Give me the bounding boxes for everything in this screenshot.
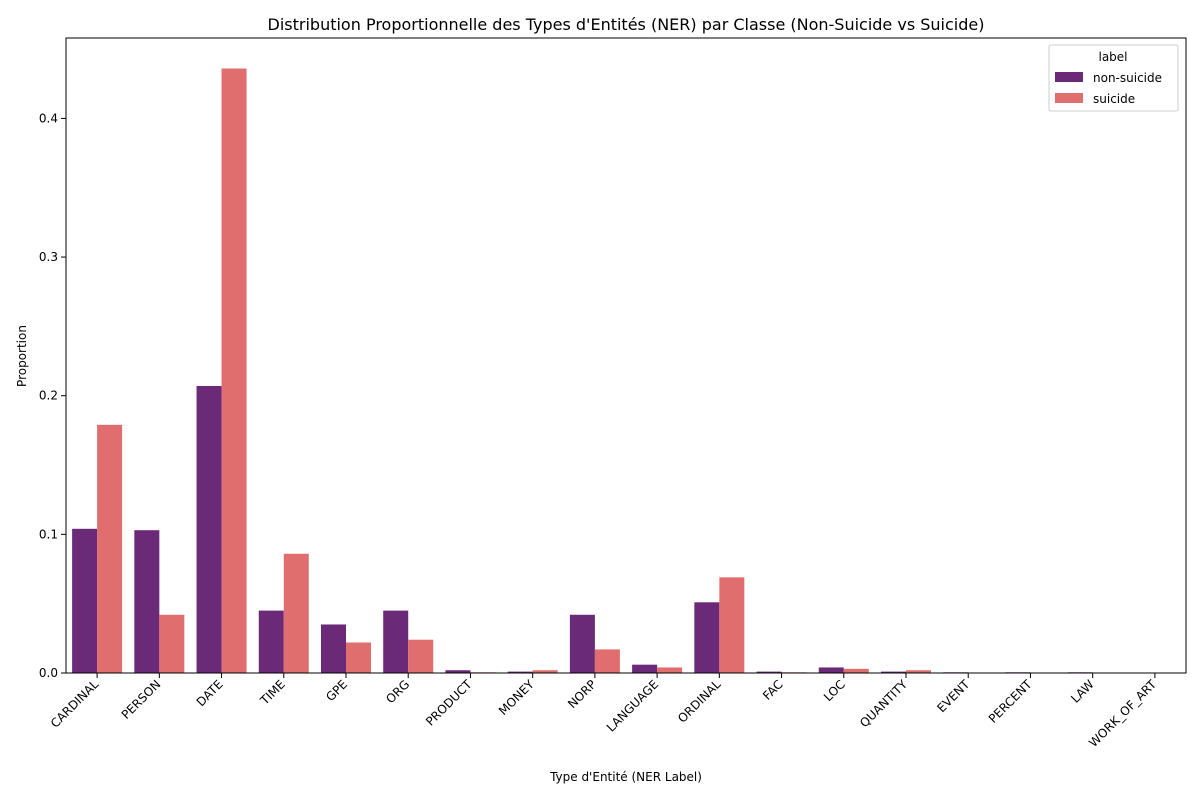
x-tick-label-org: ORG	[383, 677, 412, 706]
legend-label-suicide: suicide	[1093, 92, 1135, 106]
bar-suicide-person	[159, 614, 185, 673]
bar-suicide-norp	[594, 649, 620, 673]
x-tick-label-date: DATE	[194, 677, 226, 709]
bar-suicide-time	[283, 553, 309, 673]
x-axis-title: Type d'Entité (NER Label)	[549, 770, 702, 784]
x-tick-label-person: PERSON	[119, 677, 164, 722]
legend-swatch-non-suicide	[1055, 72, 1083, 82]
bar-non-suicide-money	[507, 671, 533, 673]
legend: label non-suicide suicide	[1048, 44, 1179, 112]
y-tick-label: 0.1	[39, 527, 58, 541]
y-tick-label: 0.4	[39, 111, 58, 125]
y-axis-title: Proportion	[15, 325, 29, 387]
bar-suicide-ordinal	[719, 577, 745, 673]
x-tick-label-percent: PERCENT	[986, 677, 1035, 726]
bar-non-suicide-gpe	[321, 624, 346, 673]
bar-suicide-money	[532, 670, 558, 673]
bar-suicide-language	[657, 667, 683, 673]
x-tick-label-money: MONEY	[496, 677, 537, 718]
x-tick-label-time: TIME	[257, 677, 288, 708]
bar-suicide-quantity	[906, 670, 931, 673]
bar-non-suicide-time	[258, 610, 284, 673]
y-tick-label: 0.2	[39, 389, 58, 403]
bar-non-suicide-person	[134, 530, 160, 673]
bar-suicide-date	[221, 68, 247, 673]
chart-title: Distribution Proportionnelle des Types d…	[268, 15, 985, 34]
bar-non-suicide-date	[196, 386, 222, 673]
legend-label-non-suicide: non-suicide	[1093, 71, 1162, 85]
plot-frame	[65, 37, 1187, 674]
bar-suicide-gpe	[346, 642, 371, 673]
y-tick-label: 0.0	[39, 666, 58, 680]
bar-non-suicide-cardinal	[72, 528, 98, 673]
x-tick-label-event: EVENT	[934, 677, 972, 715]
bar-non-suicide-language	[632, 664, 658, 673]
x-axis: CARDINAL PERSON DATE TIME GPE ORG PRODUCT MONEY…	[48, 673, 1159, 750]
legend-title: label	[1098, 50, 1127, 64]
x-tick-label-law: LAW	[1068, 677, 1097, 706]
bar-non-suicide-fac	[756, 671, 782, 673]
x-tick-label-norp: NORP	[565, 677, 599, 711]
bar-non-suicide-product	[445, 670, 471, 673]
y-axis: 0.0 0.1 0.2 0.3 0.4	[39, 111, 66, 680]
bar-non-suicide-loc	[818, 667, 844, 673]
legend-swatch-suicide	[1055, 93, 1083, 103]
bar-non-suicide-ordinal	[694, 602, 720, 673]
bar-suicide-loc	[843, 668, 869, 673]
x-tick-label-product: PRODUCT	[423, 677, 475, 729]
x-tick-label-gpe: GPE	[323, 677, 350, 704]
x-tick-label-work_of_art: WORK_OF_ART	[1086, 677, 1159, 750]
x-tick-label-fac: FAC	[760, 677, 786, 703]
y-tick-label: 0.3	[39, 250, 58, 264]
bar-non-suicide-quantity	[881, 671, 906, 673]
bar-suicide-org	[408, 639, 434, 673]
bars	[72, 68, 1093, 673]
x-tick-label-quantity: QUANTITY	[857, 677, 910, 730]
x-tick-label-ordinal: ORDINAL	[675, 677, 724, 726]
bar-suicide-cardinal	[97, 424, 123, 673]
x-tick-label-language: LANGUAGE	[604, 677, 661, 734]
x-tick-label-loc: LOC	[821, 677, 848, 704]
bar-non-suicide-org	[383, 610, 409, 673]
x-tick-label-cardinal: CARDINAL	[48, 677, 102, 731]
bar-non-suicide-norp	[569, 614, 595, 673]
